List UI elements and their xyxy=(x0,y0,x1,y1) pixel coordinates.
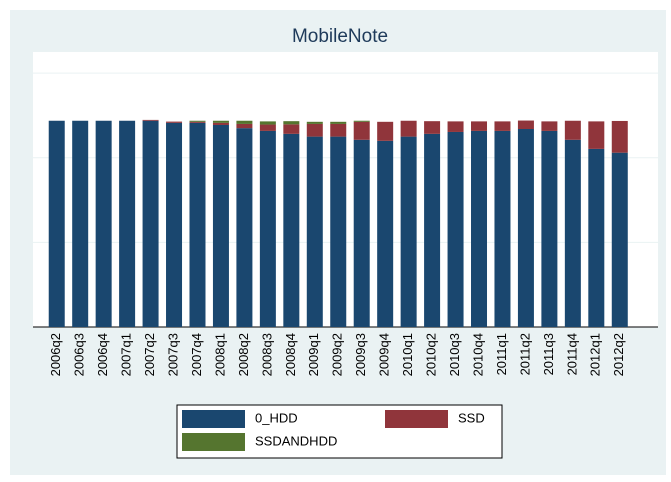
bar-segment xyxy=(306,121,323,124)
bar-segment xyxy=(189,121,206,123)
bar-segment xyxy=(447,131,464,327)
x-tick-label: 2010q2 xyxy=(424,333,439,376)
bar-segment xyxy=(283,121,300,125)
bar-segment xyxy=(189,122,206,327)
bar-segment xyxy=(142,120,159,327)
bar-segment xyxy=(142,119,159,121)
bar-segment xyxy=(353,139,370,327)
x-tick-label: 2011q1 xyxy=(494,333,509,375)
x-tick-label: 2006q4 xyxy=(95,333,110,376)
bar-segment xyxy=(471,121,488,131)
bar-segment xyxy=(212,120,229,123)
bar-segment xyxy=(447,121,464,132)
bar-segment xyxy=(236,123,253,129)
bar-segment xyxy=(353,120,370,122)
bar-segment xyxy=(259,121,276,125)
bar-segment xyxy=(330,121,347,124)
bar-segment xyxy=(494,121,511,131)
x-tick-label: 2009q3 xyxy=(353,333,368,376)
chart-title: MobileNote xyxy=(292,26,388,47)
bar-segment xyxy=(259,130,276,327)
x-tick-label: 2011q3 xyxy=(541,333,556,375)
bar-segment xyxy=(259,124,276,131)
x-tick-label: 2011q4 xyxy=(564,333,579,375)
bar-segment xyxy=(517,120,534,129)
bar-segment xyxy=(306,123,323,137)
bar-segment xyxy=(330,123,347,137)
bar-segment xyxy=(424,133,441,327)
legend-swatch xyxy=(182,410,245,428)
x-tick-label: 2008q1 xyxy=(212,333,227,376)
bar-segment xyxy=(189,120,206,122)
bar-segment xyxy=(541,130,558,327)
bar-segment xyxy=(494,130,511,327)
x-tick-label: 2008q2 xyxy=(236,333,251,376)
bar-segment xyxy=(377,140,394,327)
x-tick-label: 2006q2 xyxy=(48,333,63,376)
x-tick-label: 2009q4 xyxy=(377,333,392,376)
bar-segment xyxy=(588,121,605,149)
legend-swatch xyxy=(385,410,448,428)
bar-segment xyxy=(212,124,229,327)
x-tick-label: 2010q1 xyxy=(400,333,415,376)
bar-segment xyxy=(72,120,89,327)
bar-segment xyxy=(119,120,136,327)
bar-segment xyxy=(166,122,183,327)
bar-segment xyxy=(517,129,534,327)
bar-segment xyxy=(400,136,417,327)
x-tick-label: 2011q2 xyxy=(517,333,532,375)
bar-segment xyxy=(588,148,605,327)
legend-swatch xyxy=(182,433,245,451)
x-tick-label: 2009q1 xyxy=(306,333,321,376)
bar-segment xyxy=(283,124,300,134)
bar-segment xyxy=(48,120,65,327)
bar-segment xyxy=(166,121,183,123)
x-tick-label: 2007q2 xyxy=(142,333,157,376)
x-tick-label: 2009q2 xyxy=(330,333,345,376)
bar-segment xyxy=(611,152,628,327)
x-tick-label: 2012q2 xyxy=(611,333,626,376)
bar-segment xyxy=(471,130,488,327)
legend-label: SSD xyxy=(458,410,485,425)
x-tick-label: 2012q1 xyxy=(588,333,603,376)
x-tick-label: 2008q3 xyxy=(259,333,274,376)
bar-segment xyxy=(400,120,417,137)
bar-segment xyxy=(283,133,300,327)
bar-segment xyxy=(330,136,347,327)
bar-segment xyxy=(541,121,558,131)
legend-label: 0_HDD xyxy=(255,410,298,425)
bar-segment xyxy=(564,120,581,140)
bar-segment xyxy=(564,139,581,327)
x-tick-label: 2007q1 xyxy=(119,333,134,376)
legend-label: SSDANDHDD xyxy=(255,433,337,448)
bar-segment xyxy=(377,121,394,141)
bar-segment xyxy=(353,121,370,140)
bar-segment xyxy=(424,121,441,134)
x-tick-label: 2008q4 xyxy=(283,333,298,376)
bar-segment xyxy=(236,128,253,327)
bar-segment xyxy=(236,120,253,124)
x-tick-label: 2006q3 xyxy=(72,333,87,376)
bar-segment xyxy=(611,120,628,153)
x-tick-label: 2010q4 xyxy=(470,333,485,376)
x-tick-label: 2007q4 xyxy=(189,333,204,376)
x-tick-label: 2007q3 xyxy=(165,333,180,376)
bar-segment xyxy=(212,122,229,125)
bar-segment xyxy=(306,136,323,327)
x-tick-label: 2010q3 xyxy=(447,333,462,376)
bar-segment xyxy=(95,120,112,327)
